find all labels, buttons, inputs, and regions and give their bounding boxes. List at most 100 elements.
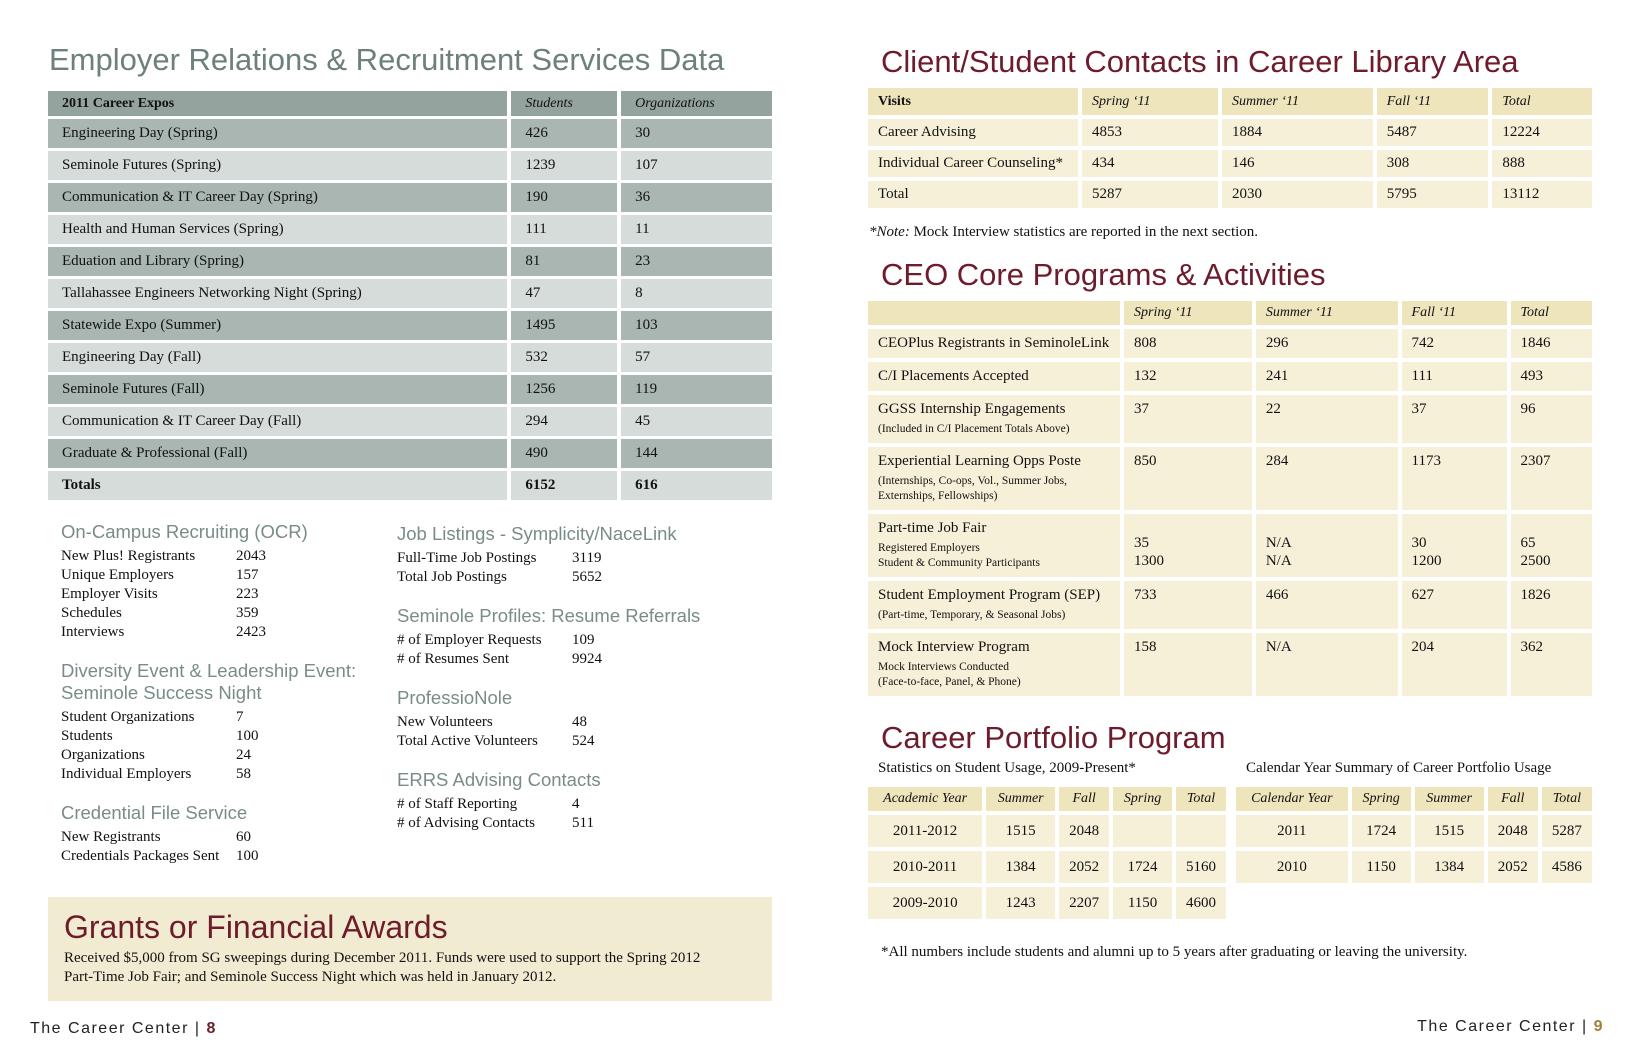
stat-item: Individual Employers 58: [61, 765, 381, 784]
visits-table: Visits Spring ‘11 Summer ‘11 Fall ‘11 Total C…: [864, 84, 1596, 212]
header-cell: Fall: [1059, 787, 1110, 811]
cell: 1495: [511, 311, 618, 340]
row: 2010 1150 1384 2052 4586: [1236, 851, 1592, 883]
cell: 2048: [1059, 815, 1110, 847]
cell: 35 1300: [1124, 514, 1252, 577]
cell: 5795: [1376, 181, 1489, 208]
cell: [1113, 815, 1172, 847]
stat-item: Credentials Packages Sent 100: [61, 847, 381, 866]
cell: 1846: [1510, 329, 1592, 358]
stat-value: 109: [572, 632, 595, 648]
stat-item: Total Active Volunteers 524: [397, 732, 757, 751]
value-line: 1300: [1134, 553, 1164, 569]
text-line: Received $5,000 from SG sweepings during…: [64, 950, 701, 966]
title-line: ERRS Advising Contacts: [397, 769, 601, 790]
right-title: Client/Student Contacts in Career Librar…: [881, 44, 1519, 79]
cell: [1175, 815, 1226, 847]
cell: 4853: [1082, 119, 1218, 146]
footer: The Career Center | 9: [1417, 1018, 1604, 1036]
header-cell: Total: [1541, 787, 1592, 811]
stat-item: # of Staff Reporting 4: [397, 795, 757, 814]
section-title: Job Listings - Symplicity/NaceLink: [397, 523, 757, 545]
cell: 132: [1124, 362, 1252, 391]
stat-value: 157: [236, 567, 259, 583]
row: Tallahassee Engineers Networking Night (…: [48, 279, 772, 308]
stats-column: Job Listings - Symplicity/NaceLink Full-T…: [397, 523, 757, 851]
row: Communication & IT Career Day (Spring) 19…: [48, 183, 772, 212]
row-label-cell: Mock Interview Program Mock Interviews Co…: [868, 633, 1120, 696]
title-line: On-Campus Recruiting (OCR): [61, 521, 308, 542]
value-line: N/A: [1265, 553, 1292, 569]
row-label-cell: Student Employment Program (SEP) (Part-ti…: [868, 581, 1120, 629]
value-line: 2500: [1520, 553, 1551, 569]
title-line: Credential File Service: [61, 802, 248, 823]
row: Experiential Learning Opps Poste (Interns…: [868, 447, 1592, 510]
cell: 1256: [511, 375, 618, 404]
note: *Note: Mock Interview statistics are rep…: [869, 224, 1258, 241]
cell: Career Advising: [868, 119, 1078, 146]
header-cell: Spring: [1351, 787, 1411, 811]
header-cell: Academic Year: [868, 787, 983, 811]
stat-value: 9924: [572, 651, 602, 667]
stat-label: Unique Employers: [61, 567, 174, 583]
cell: N/A: [1255, 633, 1398, 696]
stat-value: 24: [236, 747, 251, 763]
row: Eduation and Library (Spring) 81 23: [48, 247, 772, 276]
cell: 296: [1255, 329, 1398, 358]
cell: Individual Career Counseling*: [868, 150, 1078, 177]
grants-text: Received $5,000 from SG sweepings during…: [64, 949, 700, 987]
value-line: 30: [1411, 535, 1427, 551]
cell: 733: [1124, 581, 1252, 629]
header-row: Calendar Year Spring Summer Fall Total: [1236, 787, 1592, 811]
row: Career Advising 4853 1884 5487 12224: [868, 119, 1592, 146]
cell: 57: [621, 343, 772, 372]
cell: 2048: [1487, 815, 1538, 847]
caption: Calendar Year Summary of Career Portfoli…: [1246, 760, 1552, 776]
stat-label: # of Employer Requests: [397, 632, 542, 648]
row: Engineering Day (Fall) 532 57: [48, 343, 772, 372]
cell: 144: [621, 439, 772, 468]
cell: 1384: [986, 851, 1056, 883]
row-label-cell: CEOPlus Registrants in SeminoleLink: [868, 329, 1120, 358]
page-number: 9: [1593, 1018, 1604, 1035]
stat-value: 2043: [236, 548, 266, 564]
header-cell: Fall ‘11: [1401, 301, 1507, 325]
grants-box: Grants or Financial Awards Received $5,0…: [48, 897, 772, 1001]
row-label-cell: GGSS Internship Engagements (Included in …: [868, 395, 1120, 443]
stat-value: 2423: [236, 624, 266, 640]
cell: 434: [1082, 150, 1218, 177]
row: Graduate & Professional (Fall) 490 144: [48, 439, 772, 468]
cell: 111: [1401, 362, 1507, 391]
cell: 490: [511, 439, 618, 468]
cell: 30: [621, 119, 772, 148]
row: Health and Human Services (Spring) 111 11: [48, 215, 772, 244]
stat-item: Organizations 24: [61, 746, 381, 765]
portfolio-block: Statistics on Student Usage, 2009-Presen…: [864, 760, 1230, 923]
header-cell: [868, 301, 1120, 325]
stat-label: New Registrants: [61, 829, 161, 845]
cell: 308: [1376, 150, 1489, 177]
cell: 36: [621, 183, 772, 212]
cell: 627: [1401, 581, 1507, 629]
stat-value: 48: [572, 714, 587, 730]
title-line: ProfessioNole: [397, 687, 513, 708]
cell: 4586: [1541, 851, 1592, 883]
value-line: N/A: [1265, 535, 1292, 551]
cell: 1515: [986, 815, 1056, 847]
header-cell: 2011 Career Expos: [48, 91, 508, 116]
stat-section: On-Campus Recruiting (OCR) New Plus! Regi…: [61, 521, 381, 642]
row: Mock Interview Program Mock Interviews Co…: [868, 633, 1592, 696]
row: Total 5287 2030 5795 13112: [868, 181, 1592, 208]
stat-value: 58: [236, 766, 251, 782]
section-title: ERRS Advising Contacts: [397, 769, 757, 791]
header-cell: Summer ‘11: [1255, 301, 1398, 325]
header-row: Spring ‘11 Summer ‘11 Fall ‘11 Total: [868, 301, 1592, 325]
row-note: (Included in C/I Placement Totals Above): [878, 422, 1110, 437]
stat-section: Job Listings - Symplicity/NaceLink Full-T…: [397, 523, 757, 587]
note-line: (Face-to-face, Panel, & Phone): [878, 676, 1021, 688]
row: Student Employment Program (SEP) (Part-ti…: [868, 581, 1592, 629]
stat-value: 7: [236, 709, 244, 725]
cell: 81: [511, 247, 618, 276]
note-line: Registered Employers: [878, 542, 980, 554]
